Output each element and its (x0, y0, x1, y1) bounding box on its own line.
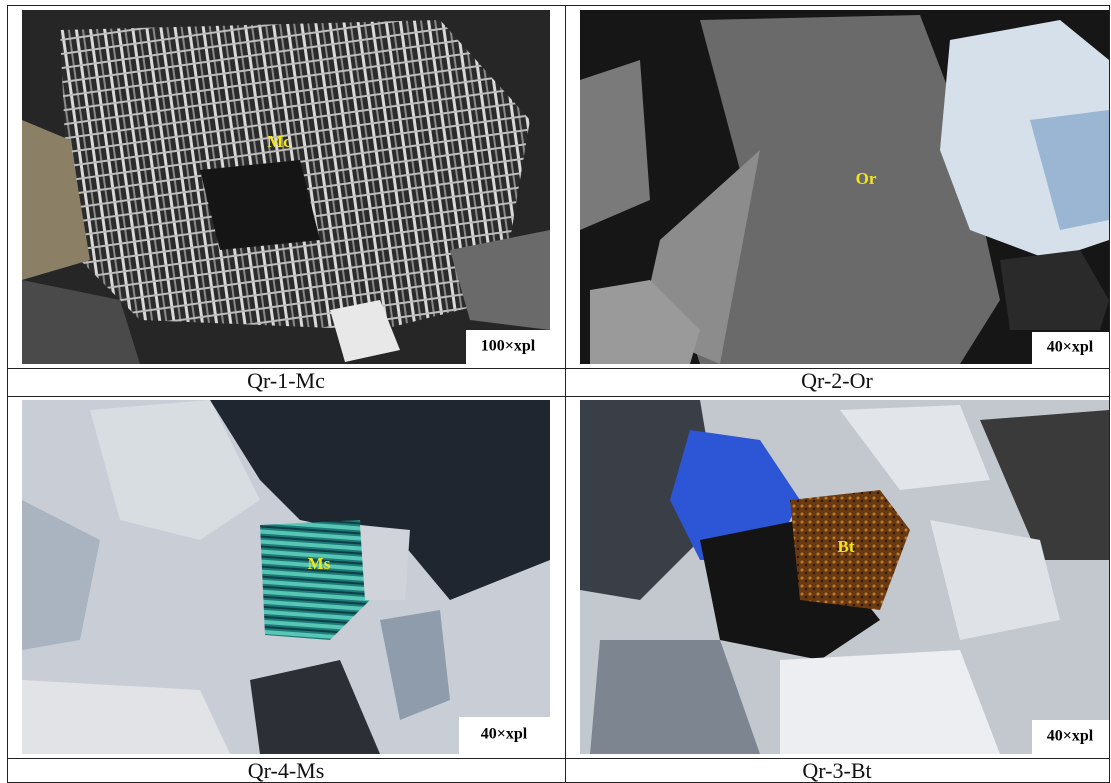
caption: Qr-4-Ms (248, 758, 325, 783)
micrograph (22, 400, 550, 754)
magnification-box (1032, 720, 1109, 754)
mineral-label: Ms (308, 554, 331, 573)
mineral-label: Bt (838, 537, 855, 556)
magnification-label: 40×xpl (1047, 339, 1094, 356)
magnification-label: 40×xpl (1047, 728, 1094, 745)
micrograph (580, 10, 1109, 364)
micrograph (580, 400, 1109, 754)
caption: Qr-3-Bt (802, 758, 871, 783)
magnification-label: 40×xpl (481, 726, 528, 743)
caption: Qr-2-Or (801, 368, 873, 393)
mineral-label: Mc (267, 132, 291, 151)
caption: Qr-1-Mc (247, 368, 325, 393)
magnification-label: 100×xpl (481, 338, 536, 355)
micrograph (22, 10, 550, 364)
magnification-box (466, 330, 550, 364)
magnification-box (459, 717, 550, 754)
mineral-label: Or (856, 169, 877, 188)
magnification-box (1032, 332, 1109, 364)
